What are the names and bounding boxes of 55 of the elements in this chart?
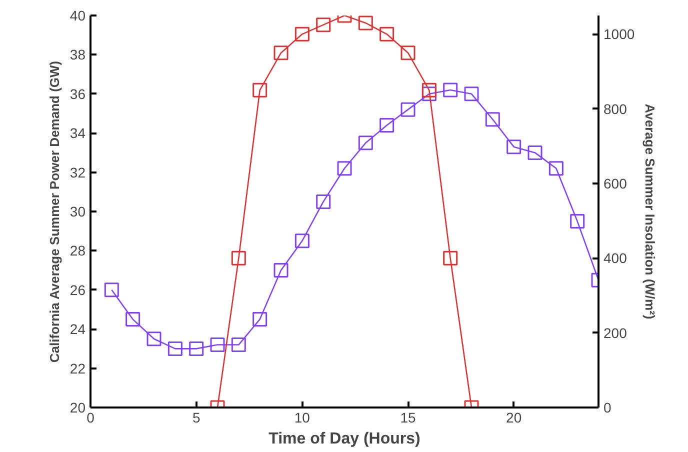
point <box>294 26 310 42</box>
point <box>422 82 436 98</box>
point <box>464 86 479 102</box>
point <box>210 338 225 352</box>
x-tick-label: 20 <box>506 410 522 426</box>
y-tick-label: 22 <box>70 360 86 376</box>
point <box>506 140 522 154</box>
point <box>380 118 394 133</box>
point <box>400 102 416 117</box>
y2-tick-label: 1000 <box>604 26 635 42</box>
point <box>443 82 458 98</box>
y-tick-label: 30 <box>70 204 86 220</box>
y-tick-label: 34 <box>70 125 86 142</box>
point <box>316 194 331 209</box>
point <box>189 341 204 356</box>
y2-tick-label: 400 <box>604 250 628 266</box>
y-tick-label: 32 <box>70 164 86 180</box>
point <box>570 214 585 229</box>
x-tick-label: 15 <box>400 410 416 426</box>
y-tick-label: 20 <box>70 400 86 416</box>
point <box>316 18 331 32</box>
y-tick-label: 26 <box>70 282 86 298</box>
point <box>337 161 352 176</box>
y2-axis-title: Average Summer Insolation (W/m²) <box>642 104 658 320</box>
y2-tick-label: 600 <box>604 176 628 192</box>
x-tick-label: 0 <box>86 410 95 426</box>
point <box>126 312 140 327</box>
point <box>485 112 500 127</box>
point <box>294 234 310 248</box>
point <box>231 338 246 352</box>
point <box>528 145 542 160</box>
point <box>104 282 119 298</box>
y-tick-label: 40 <box>70 8 86 24</box>
y-tick-label: 38 <box>70 46 86 63</box>
y2-tick-label: 0 <box>604 400 612 416</box>
x-tick-label: 5 <box>192 410 200 426</box>
y-tick-label: 36 <box>70 86 86 102</box>
point <box>252 312 268 327</box>
y-tick-label: 24 <box>70 321 86 338</box>
point <box>380 26 394 42</box>
x-tick-label: 10 <box>294 410 310 426</box>
point <box>168 341 182 356</box>
x-axis-title: Time of Day (Hours) <box>268 430 420 448</box>
point <box>358 136 373 150</box>
y-tick-label: 28 <box>70 242 86 259</box>
y2-tick-label: 800 <box>604 100 628 117</box>
point <box>252 82 268 98</box>
point <box>548 161 564 176</box>
point <box>400 46 416 60</box>
point <box>358 16 373 30</box>
point <box>274 263 288 278</box>
point <box>146 332 162 346</box>
point <box>274 46 288 60</box>
y2-tick-label: 200 <box>604 324 628 341</box>
y-axis-title: California Average Summer Power Demand (GW) <box>46 60 62 363</box>
